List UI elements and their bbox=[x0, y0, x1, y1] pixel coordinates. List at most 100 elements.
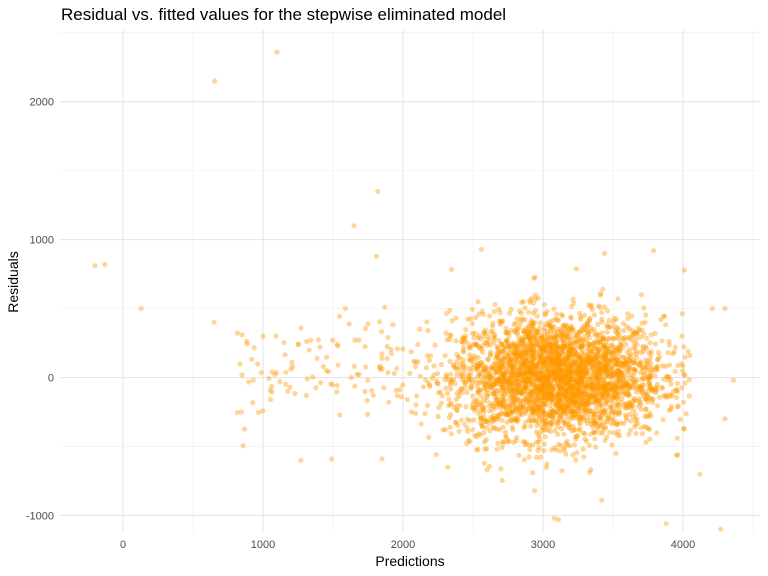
data-point bbox=[481, 329, 487, 335]
data-point bbox=[606, 349, 612, 355]
data-point bbox=[614, 325, 621, 331]
data-point bbox=[525, 370, 531, 376]
data-point bbox=[529, 373, 535, 379]
data-point bbox=[407, 370, 413, 376]
data-point bbox=[608, 356, 615, 362]
data-point bbox=[477, 402, 483, 408]
data-point bbox=[507, 363, 513, 369]
data-point bbox=[578, 376, 584, 382]
data-point bbox=[621, 375, 627, 381]
data-point bbox=[513, 351, 519, 357]
data-point bbox=[648, 372, 654, 378]
data-point bbox=[600, 365, 606, 371]
data-point bbox=[582, 370, 589, 376]
data-point bbox=[400, 382, 406, 388]
data-point bbox=[645, 426, 651, 432]
data-point bbox=[572, 359, 578, 365]
data-point bbox=[386, 399, 392, 405]
data-point bbox=[667, 377, 674, 383]
data-point bbox=[557, 375, 563, 382]
data-point bbox=[535, 409, 541, 415]
data-point bbox=[648, 352, 654, 358]
data-point bbox=[510, 384, 517, 390]
data-point bbox=[545, 365, 551, 371]
data-point bbox=[515, 387, 522, 393]
data-point bbox=[548, 389, 554, 395]
data-point bbox=[593, 384, 599, 390]
data-point bbox=[524, 440, 530, 446]
data-point bbox=[597, 385, 603, 391]
data-point bbox=[554, 333, 561, 339]
data-point bbox=[628, 372, 635, 378]
data-point bbox=[542, 391, 548, 397]
data-point bbox=[556, 360, 562, 366]
data-point bbox=[583, 368, 589, 374]
data-point bbox=[551, 416, 557, 423]
data-point bbox=[546, 414, 552, 420]
data-point bbox=[520, 378, 527, 384]
data-point bbox=[438, 400, 444, 406]
data-point bbox=[556, 397, 562, 403]
data-point bbox=[602, 386, 608, 393]
data-point bbox=[611, 354, 618, 360]
data-point bbox=[549, 421, 555, 427]
data-point bbox=[519, 404, 525, 410]
data-point bbox=[513, 416, 519, 422]
data-point bbox=[500, 385, 506, 391]
data-point bbox=[461, 371, 467, 377]
data-point bbox=[495, 415, 501, 421]
data-point bbox=[498, 390, 504, 396]
data-point bbox=[585, 414, 592, 420]
data-point bbox=[577, 416, 583, 422]
data-point bbox=[524, 334, 530, 340]
data-point bbox=[384, 343, 390, 350]
data-point bbox=[600, 345, 606, 351]
data-point bbox=[509, 342, 515, 348]
data-point bbox=[549, 318, 555, 324]
data-point bbox=[532, 401, 538, 407]
data-point bbox=[565, 333, 571, 339]
data-point bbox=[556, 362, 562, 368]
data-point bbox=[527, 338, 533, 344]
data-point bbox=[553, 360, 559, 366]
data-point bbox=[615, 401, 621, 407]
data-point bbox=[557, 367, 563, 373]
data-point bbox=[489, 365, 495, 371]
data-point bbox=[600, 286, 606, 292]
data-point bbox=[494, 350, 500, 356]
data-point bbox=[363, 364, 369, 370]
data-point bbox=[572, 399, 579, 405]
data-point bbox=[618, 386, 624, 392]
data-point bbox=[584, 395, 590, 401]
data-point bbox=[580, 394, 587, 400]
data-point bbox=[413, 364, 419, 370]
data-point bbox=[553, 375, 559, 381]
data-point bbox=[558, 414, 564, 420]
data-point bbox=[325, 369, 331, 375]
data-point bbox=[509, 409, 515, 415]
data-point bbox=[597, 366, 603, 372]
data-point bbox=[595, 348, 601, 354]
data-point bbox=[523, 383, 529, 389]
data-point bbox=[635, 403, 642, 410]
data-point bbox=[602, 368, 608, 374]
data-point bbox=[648, 365, 654, 371]
data-point bbox=[520, 337, 527, 343]
data-point bbox=[584, 357, 590, 363]
data-point bbox=[555, 345, 561, 351]
data-point bbox=[595, 362, 601, 368]
data-point bbox=[563, 376, 569, 382]
data-point bbox=[538, 376, 544, 382]
data-point bbox=[579, 371, 585, 377]
data-point bbox=[497, 426, 503, 432]
data-point bbox=[575, 343, 581, 349]
data-point bbox=[623, 356, 630, 362]
data-point bbox=[370, 392, 376, 398]
data-point bbox=[658, 317, 664, 323]
data-point bbox=[576, 370, 582, 376]
data-point bbox=[368, 388, 375, 394]
data-point bbox=[540, 409, 546, 415]
data-point bbox=[486, 373, 492, 379]
data-point bbox=[507, 402, 513, 408]
